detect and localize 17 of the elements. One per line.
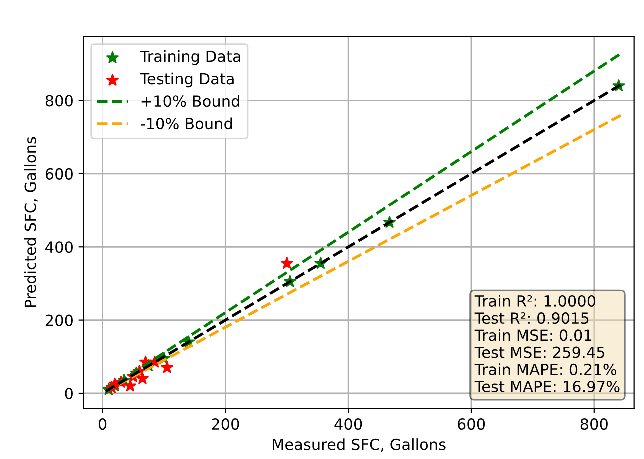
y-tick-label: 400	[46, 242, 73, 254]
y-tick-label: 600	[46, 168, 73, 180]
legend-label: Testing Data	[140, 72, 234, 88]
legend-label: -10% Bound	[140, 118, 232, 130]
x-tick-label: 0	[98, 418, 107, 430]
y-tick-label: 0	[65, 388, 73, 400]
x-tick-label: 200	[212, 418, 240, 430]
legend-label: +10% Bound	[142, 95, 240, 108]
y-axis-title: Predicted SFC, Gallons	[24, 137, 38, 308]
legend-label: Training Data	[140, 50, 240, 66]
x-tick-label: 600	[458, 418, 486, 430]
annotation: Train R²: 1.0000 Test R²: 0.9015 Train MSE: 0.01 Test MSE: 259.45 Train MAPE: 0.21% Test MAPE: 16.97%	[474, 295, 620, 393]
x-tick-label: 400	[334, 418, 362, 430]
y-tick-label: 800	[46, 95, 73, 107]
x-tick-label: 800	[580, 418, 608, 430]
x-axis-title: Measured SFC, Gallons	[273, 438, 446, 452]
y-tick-label: 200	[46, 314, 73, 326]
